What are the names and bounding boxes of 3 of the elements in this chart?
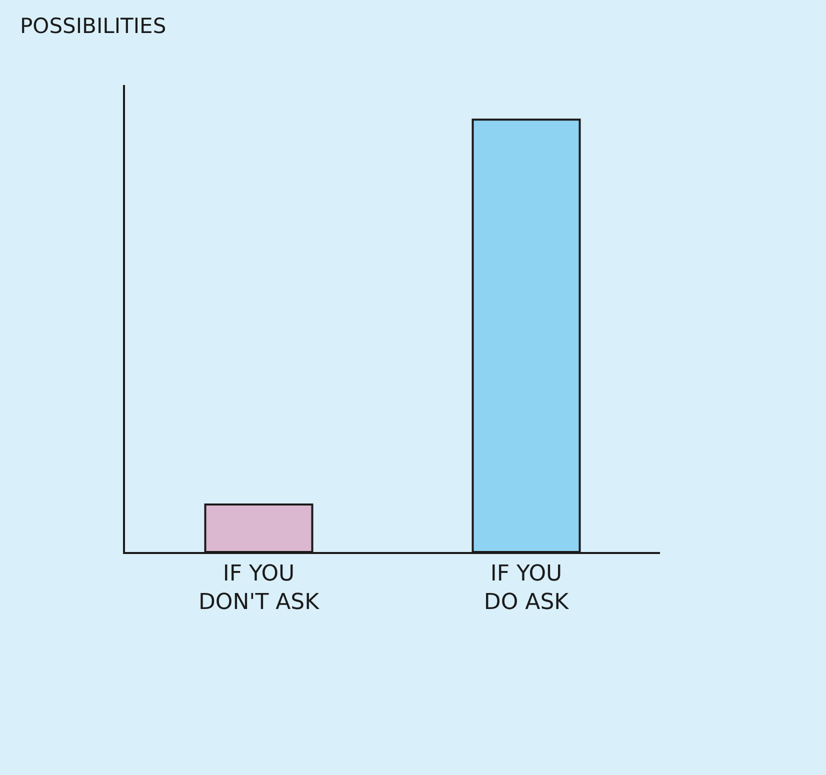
x-tick-label: IF YOU DO ASK (484, 561, 570, 615)
x-tick-label: IF YOU DON'T ASK (198, 561, 320, 615)
text: POSSIBILITIES (20, 14, 166, 38)
